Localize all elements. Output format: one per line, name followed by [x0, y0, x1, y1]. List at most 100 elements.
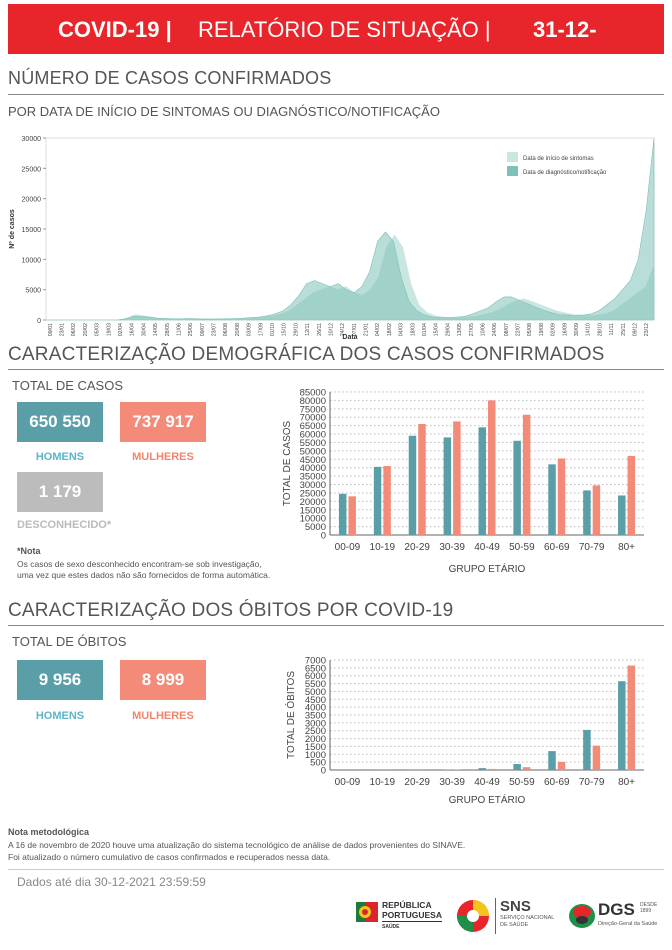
x-tick-label: 05/03: [95, 323, 101, 336]
x-tick-label: 06/02: [71, 323, 77, 336]
y-axis-label: Nº de casos: [9, 209, 16, 249]
x-tick-label: 05/08: [527, 323, 533, 336]
bar: [592, 485, 601, 535]
cases-subtitle: POR DATA DE INÍCIO DE SINTOMAS OU DIAGNÓ…: [8, 104, 440, 119]
x-tick-label: 00-09: [335, 542, 361, 553]
y-tick-label: 5000: [305, 687, 326, 698]
rep-line-1: REPÚBLICA: [382, 900, 432, 910]
y-tick-label: 2000: [305, 734, 326, 745]
dgs-emblem-icon: [569, 904, 595, 928]
x-tick-label: 24/06: [492, 323, 498, 336]
women-label: MULHERES: [132, 451, 194, 463]
bar: [592, 745, 601, 770]
demo-title: CARACTERIZAÇÃO DEMOGRÁFICA DOS CASOS CON…: [8, 344, 605, 365]
x-tick-label: 23/12: [644, 323, 650, 336]
x-tick-label: 02/04: [118, 323, 124, 336]
x-axis-label: GRUPO ETÁRIO: [449, 793, 526, 806]
y-tick-label: 500: [310, 758, 326, 769]
y-tick-label: 65000: [300, 421, 326, 432]
bar: [338, 493, 347, 535]
bar: [557, 761, 566, 770]
legend-label: Data de diagnóstico/notificação: [523, 170, 607, 176]
x-tick-label: 14/10: [586, 323, 592, 336]
bar: [627, 455, 636, 535]
y-tick-label: 2500: [305, 726, 326, 737]
dgs-logo: DGS DESDE 1899 Direção-Geral da Saúde: [568, 898, 668, 938]
x-tick-label: 12/11: [305, 323, 311, 336]
method-title: Nota metodológica: [8, 827, 90, 837]
x-tick-label: 25/11: [621, 323, 627, 336]
bar: [478, 427, 486, 535]
y-tick-label: 15000: [22, 227, 42, 234]
y-axis-label: TOTAL DE ÓBITOS: [284, 671, 297, 759]
note-line-2: uma vez que estes dados não são fornecid…: [17, 570, 271, 580]
x-tick-label: 10-19: [370, 777, 396, 788]
x-tick-label: 17/09: [258, 323, 264, 336]
y-tick-label: 5000: [25, 288, 41, 295]
divider: [8, 869, 664, 870]
legend-swatch: [507, 166, 518, 176]
legend-label: Data de início de sintomas: [523, 156, 594, 162]
method-line-1: A 16 de novembro de 2020 houve uma atual…: [8, 840, 466, 850]
bar: [348, 496, 356, 535]
x-tick-label: 18/02: [387, 323, 393, 336]
divider: [8, 94, 664, 95]
y-tick-label: 5000: [305, 522, 326, 533]
bar: [583, 490, 591, 535]
x-tick-label: 08/07: [504, 323, 510, 336]
total-cases-label: TOTAL DE CASOS: [12, 378, 124, 393]
x-tick-label: 09/01: [48, 323, 54, 336]
dgs-subtitle: Direção-Geral da Saúde: [598, 921, 658, 927]
x-tick-label: 29/10: [293, 323, 299, 336]
header-date: 31-12-: [533, 17, 597, 42]
y-tick-label: 6500: [305, 663, 326, 674]
x-tick-label: 10/06: [481, 323, 487, 336]
unknown-cases-value: 1 179: [17, 472, 103, 512]
x-tick-label: 11/11: [609, 323, 615, 336]
y-tick-label: 0: [37, 318, 41, 325]
epi-curve-chart: 0 5000 10000 15000 20000 25000 30000 09/01 23/01…: [9, 136, 655, 340]
x-tick-label: 30/04: [141, 323, 147, 336]
x-tick-label: 15/04: [434, 323, 440, 336]
data-date: Dados até dia 30-12-2021 23:59:59: [17, 875, 206, 889]
x-tick-label: 09/07: [200, 323, 206, 336]
header-covid: COVID-19 |: [58, 17, 172, 42]
bar: [513, 440, 521, 535]
x-tick-label: 16/09: [562, 323, 568, 336]
x-tick-label: 24/12: [340, 323, 346, 336]
x-tick-label: 30-39: [439, 777, 465, 788]
x-tick-label: 13/05: [457, 323, 463, 336]
y-tick-label: 0: [321, 531, 326, 542]
bar: [383, 466, 391, 535]
y-tick-label: 25000: [22, 166, 42, 173]
y-tick-label: 20000: [22, 197, 42, 204]
x-tick-label: 02/09: [551, 323, 557, 336]
x-tick-label: 28/05: [165, 323, 171, 336]
x-tick-label: 23/07: [212, 323, 218, 336]
x-tick-label: 50-59: [509, 542, 535, 553]
men-label: HOMENS: [35, 710, 85, 722]
y-tick-label: 3000: [305, 718, 326, 729]
sns-line-2: DE SAÚDE: [500, 922, 529, 928]
bar: [408, 435, 417, 535]
x-tick-label: 09/12: [633, 323, 639, 336]
y-tick-label: 60000: [300, 430, 326, 441]
bar: [478, 768, 486, 770]
bar: [488, 400, 496, 535]
x-tick-label: 30-39: [439, 542, 465, 553]
x-tick-label: 06/08: [223, 323, 229, 336]
total-deaths-label: TOTAL DE ÓBITOS: [12, 634, 127, 649]
men-deaths-value: 9 956: [17, 660, 103, 700]
deaths-title: CARACTERIZAÇÃO DOS ÓBITOS POR COVID-19: [8, 600, 454, 621]
cases-by-age-chart: 0500010000150002000025000300003500040000…: [282, 388, 644, 575]
x-tick-label: 50-59: [509, 777, 535, 788]
bar: [557, 458, 566, 535]
divider: [8, 369, 664, 370]
y-tick-label: 20000: [300, 497, 326, 508]
report-header: COVID-19 | RELATÓRIO DE SITUAÇÃO | 31-12…: [8, 4, 664, 54]
note-line-1: Os casos de sexo desconhecido encontram-…: [17, 559, 262, 569]
sns-text: SNS: [500, 898, 531, 915]
x-tick-label: 20/08: [235, 323, 241, 336]
y-tick-label: 0: [321, 766, 326, 777]
republica-portuguesa-logo: REPÚBLICA PORTUGUESA SAÚDE: [356, 898, 446, 938]
